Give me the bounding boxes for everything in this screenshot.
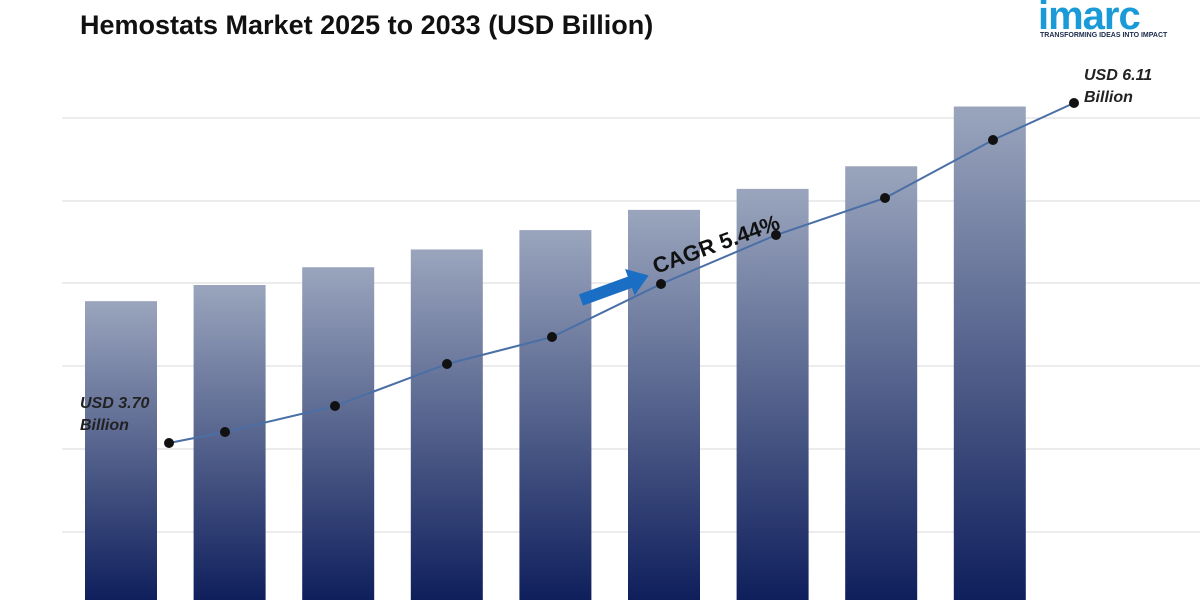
logo-wordmark: imarc (1038, 0, 1141, 38)
start-value-label-line: USD 3.70 (80, 395, 149, 412)
logo-tagline: TRANSFORMING IDEAS INTO IMPACT (1040, 32, 1168, 39)
bar-2029 (519, 230, 592, 600)
end-value-label: USD 6.11 Billion (1084, 67, 1152, 106)
trend-point (547, 332, 557, 342)
trend-point (656, 279, 666, 289)
bar-2027 (302, 267, 375, 600)
trend-point (771, 230, 781, 240)
start-value-label: USD 3.70 Billion (80, 395, 149, 434)
trend-point (220, 427, 230, 437)
trend-point (880, 193, 890, 203)
trend-point (330, 401, 340, 411)
trend-point (1069, 98, 1079, 108)
trend-point (442, 359, 452, 369)
trend-line-path (168, 102, 1075, 444)
end-value-label-line: Billion (1084, 89, 1133, 106)
bar-2031 (736, 188, 809, 600)
bars (85, 106, 1026, 600)
bar-2033 (953, 106, 1026, 600)
bar-2026 (193, 285, 266, 600)
end-value-label-line: USD 6.11 (1084, 67, 1152, 84)
chart-title: Hemostats Market 2025 to 2033 (USD Billi… (80, 10, 654, 40)
bar-2028 (410, 249, 483, 600)
bar-2025 (85, 301, 157, 600)
trend-point (164, 438, 174, 448)
trend-line (164, 98, 1079, 448)
cagr-arrow-icon (578, 269, 649, 306)
start-value-label-line: Billion (80, 417, 129, 434)
cagr-arrow-shape (578, 269, 649, 306)
imarc-logo: imarc TRANSFORMING IDEAS INTO IMPACT (1030, 0, 1190, 46)
trend-point (988, 135, 998, 145)
bar-2032 (845, 166, 918, 600)
